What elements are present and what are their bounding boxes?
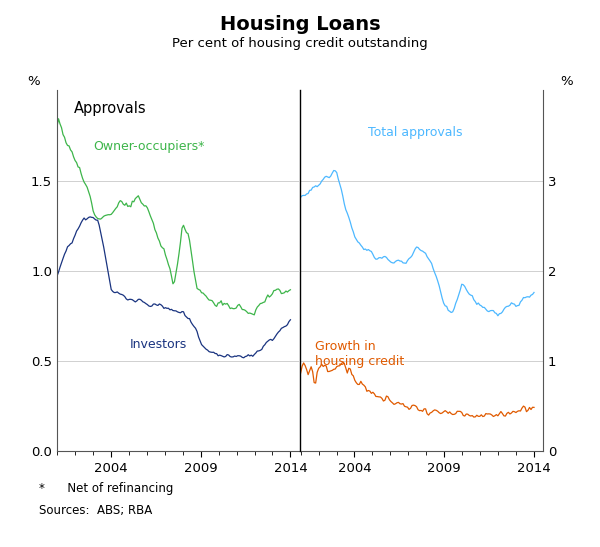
Text: %: %: [560, 75, 572, 89]
Text: Owner-occupiers*: Owner-occupiers*: [94, 139, 205, 153]
Text: Housing Loans: Housing Loans: [220, 15, 380, 34]
Text: Investors: Investors: [130, 338, 187, 351]
Text: *      Net of refinancing: * Net of refinancing: [39, 482, 173, 496]
Text: Total approvals: Total approvals: [368, 126, 463, 139]
Text: Sources:  ABS; RBA: Sources: ABS; RBA: [39, 504, 152, 517]
Text: Approvals: Approvals: [74, 101, 146, 116]
Text: Per cent of housing credit outstanding: Per cent of housing credit outstanding: [172, 37, 428, 50]
Text: Growth in
housing credit: Growth in housing credit: [315, 340, 404, 368]
Text: %: %: [28, 75, 40, 89]
